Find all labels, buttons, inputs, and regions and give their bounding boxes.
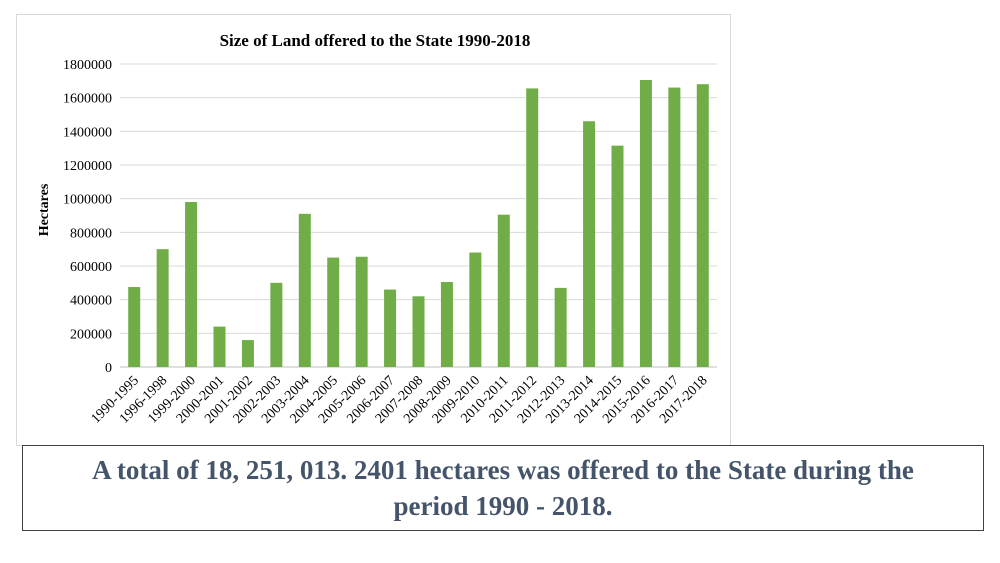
bar-2015-2016 bbox=[639, 79, 652, 367]
y-tick-label: 200000 bbox=[70, 327, 112, 342]
bar-2010-2011 bbox=[497, 214, 510, 367]
y-axis-ticks: 0 200000 400000 600000 800000 1000000 1200000 1… bbox=[63, 58, 112, 376]
bar-1990-1995 bbox=[128, 287, 141, 367]
bar-2009-2010 bbox=[469, 252, 482, 367]
bar-2016-2017 bbox=[668, 87, 681, 368]
bar-2005-2006 bbox=[355, 256, 368, 367]
chart-title: Size of Land offered to the State 1990-2… bbox=[220, 31, 531, 50]
y-tick-label: 1200000 bbox=[63, 159, 112, 174]
y-tick-label: 400000 bbox=[70, 294, 112, 309]
bar-2017-2018 bbox=[696, 84, 709, 367]
y-tick-label: 600000 bbox=[70, 260, 112, 275]
bar-2003-2004 bbox=[298, 213, 311, 367]
y-tick-label: 0 bbox=[105, 361, 112, 376]
y-tick-label: 1400000 bbox=[63, 125, 112, 140]
y-tick-label: 1800000 bbox=[63, 58, 112, 73]
bar-2011-2012 bbox=[526, 88, 539, 368]
y-tick-label: 1000000 bbox=[63, 193, 112, 208]
x-axis-ticks: 1990-19951996-19981999-20002000-20012001… bbox=[89, 373, 711, 427]
bar-2000-2001 bbox=[213, 326, 226, 367]
bar-2014-2015 bbox=[611, 145, 624, 367]
bar-2004-2005 bbox=[327, 257, 340, 367]
bar-2001-2002 bbox=[241, 340, 254, 367]
y-tick-label: 1600000 bbox=[63, 92, 112, 107]
bar-2008-2009 bbox=[440, 281, 453, 367]
bar-1999-2000 bbox=[185, 202, 198, 367]
bar-2002-2003 bbox=[270, 282, 283, 367]
bar-2006-2007 bbox=[384, 289, 397, 367]
bar-chart: Size of Land offered to the State 1990-2… bbox=[37, 31, 717, 427]
bar-2013-2014 bbox=[583, 121, 596, 367]
bar-2007-2008 bbox=[412, 296, 425, 367]
caption-box: A total of 18, 251, 013. 2401 hectares w… bbox=[22, 445, 984, 531]
caption-text: A total of 18, 251, 013. 2401 hectares w… bbox=[92, 455, 914, 521]
bars bbox=[128, 79, 709, 368]
y-tick-label: 800000 bbox=[70, 226, 112, 241]
chart-container: Size of Land offered to the State 1990-2… bbox=[16, 14, 731, 446]
y-axis-label: Hectares bbox=[37, 183, 52, 236]
bar-2012-2013 bbox=[554, 287, 567, 367]
bar-1996-1998 bbox=[156, 249, 169, 367]
